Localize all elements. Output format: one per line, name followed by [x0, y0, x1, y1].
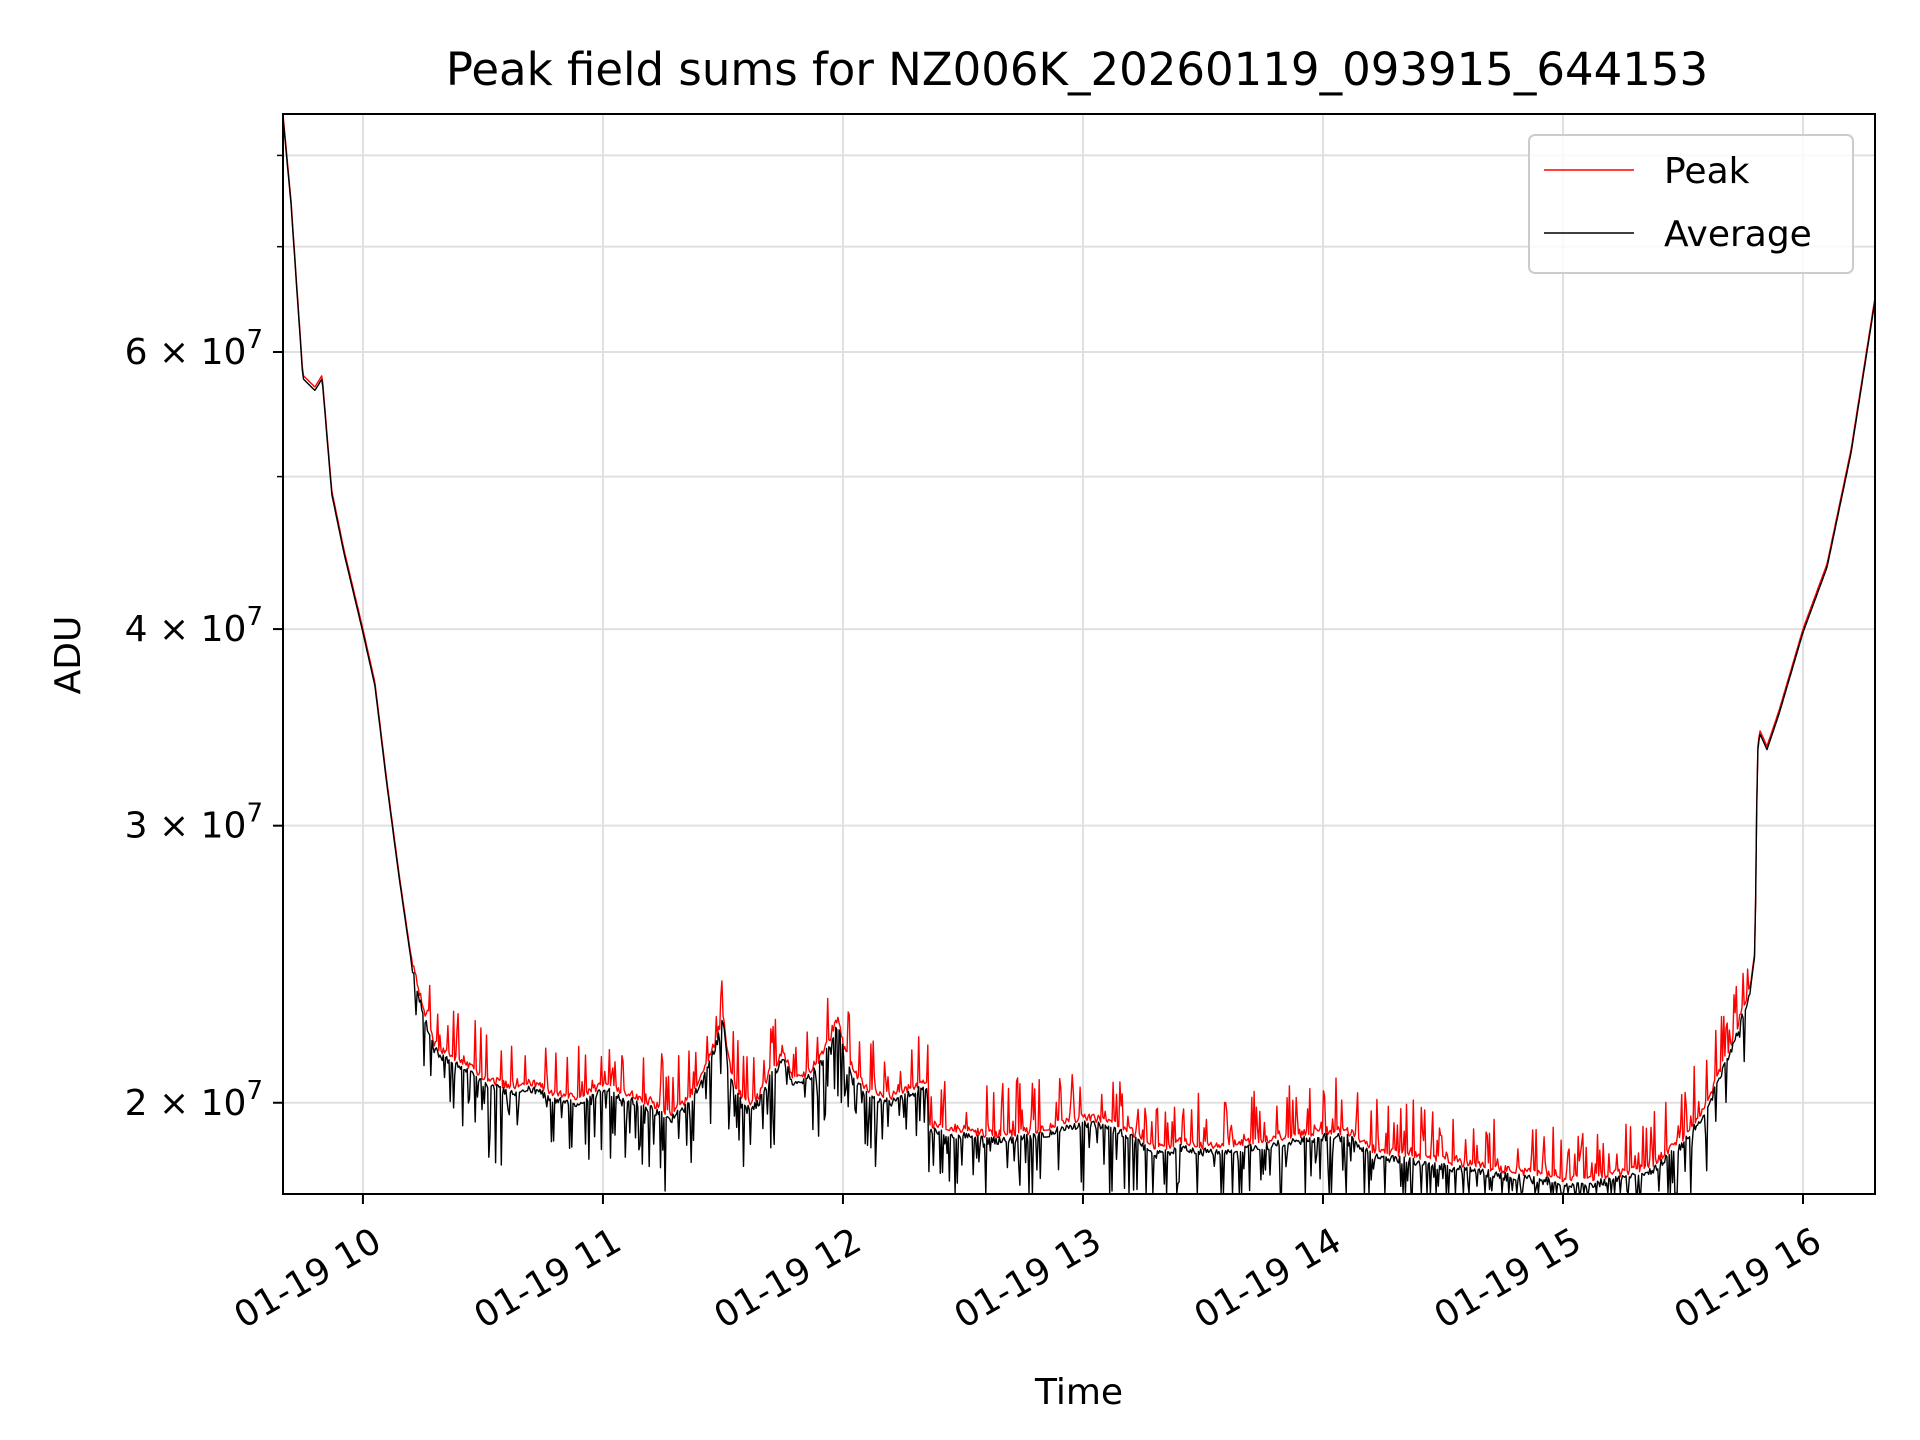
- legend-peak-label: Peak: [1664, 151, 1750, 192]
- series-average-line: [282, 117, 1876, 1195]
- x-axis-label: Time: [1034, 1372, 1123, 1413]
- y-tick-label: 2 × 107: [125, 1076, 263, 1124]
- y-tick-label: 6 × 107: [125, 325, 263, 373]
- plot-area-frame: [282, 113, 1876, 1195]
- series-peak-line: [282, 113, 1876, 1183]
- chart-title: Peak field sums for NZ006K_20260119_0939…: [446, 43, 1708, 96]
- y-axis: 2 × 107 3 × 107 4 × 107 6 × 107: [125, 154, 283, 1124]
- series-layer: [282, 113, 1876, 1195]
- y-axis-label: ADU: [48, 616, 89, 695]
- legend: Peak Average: [1528, 134, 1854, 274]
- y-tick-label: 4 × 107: [125, 602, 263, 650]
- y-tick-label: 3 × 107: [125, 799, 263, 847]
- legend-average-label: Average: [1664, 214, 1812, 255]
